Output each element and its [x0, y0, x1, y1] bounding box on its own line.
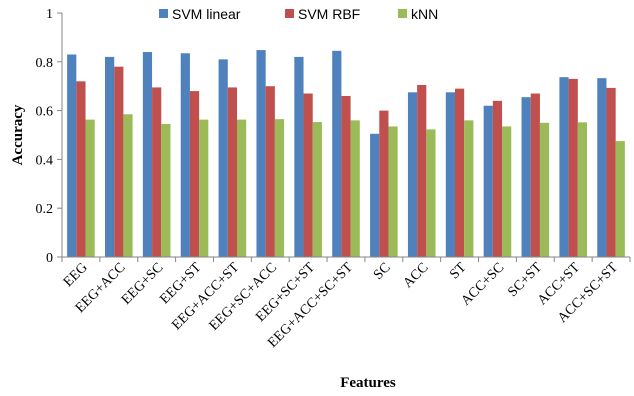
- bar: [350, 120, 360, 257]
- bar: [265, 86, 275, 257]
- y-tick-label: 0.8: [36, 56, 54, 71]
- bar: [606, 87, 616, 257]
- bar: [597, 78, 607, 258]
- x-tick-label: ST: [447, 260, 469, 282]
- legend: SVM linear SVM RBF kNN: [159, 6, 438, 22]
- bar: [237, 119, 247, 257]
- bar: [407, 92, 418, 257]
- bar: [105, 56, 115, 257]
- bar: [539, 122, 550, 257]
- bar: [417, 84, 427, 257]
- x-axis-title: Features: [340, 375, 396, 391]
- bar: [455, 88, 465, 257]
- x-tick-label: ACC: [401, 260, 432, 291]
- bar: [85, 119, 95, 257]
- x-tick-label: EEG+SC+ACC: [207, 260, 280, 333]
- x-axis: EEGEEG+ACCEEG+SCEEG+STEEG+ACC+STEEG+SC+A…: [61, 256, 631, 351]
- bar: [426, 129, 436, 257]
- legend-swatch: [398, 9, 407, 18]
- legend-label: SVM RBF: [298, 6, 360, 22]
- y-tick-label: 0: [46, 251, 53, 266]
- bar: [568, 78, 578, 257]
- bar: [370, 133, 380, 257]
- bar: [559, 77, 569, 257]
- legend-label: kNN: [411, 6, 438, 22]
- legend-swatch: [285, 9, 294, 18]
- bar: [161, 124, 171, 258]
- bar: [502, 126, 512, 258]
- bar: [303, 93, 313, 258]
- bar: [123, 114, 133, 257]
- legend-label: SVM linear: [172, 6, 241, 22]
- bar: [492, 100, 503, 257]
- y-tick-label: 0.4: [36, 153, 54, 168]
- x-tick-label: SC: [371, 260, 394, 283]
- bar: [227, 87, 237, 257]
- bar: [312, 122, 322, 257]
- bar: [67, 54, 77, 258]
- bar: [577, 122, 587, 257]
- bar: [388, 126, 398, 258]
- bar: [341, 95, 351, 258]
- bar: [615, 141, 625, 257]
- bar: [332, 50, 342, 257]
- legend-swatch: [159, 9, 168, 18]
- bar: [274, 119, 285, 257]
- x-tick-label: EEG+SC: [119, 260, 167, 308]
- bar: [521, 97, 531, 258]
- bar: [445, 92, 455, 257]
- bar: [152, 87, 162, 257]
- x-tick-label: EEG: [61, 260, 91, 290]
- bar: [483, 105, 493, 257]
- y-tick-label: 0.6: [36, 105, 54, 120]
- bar: [114, 66, 124, 258]
- bar: [379, 110, 389, 257]
- bar: [76, 81, 86, 257]
- y-tick-label: 0.2: [36, 202, 54, 217]
- bar: [142, 52, 153, 257]
- x-tick-label: EEG+ACC+ST: [169, 260, 242, 333]
- y-tick-label: 1: [46, 7, 53, 22]
- bar: [180, 53, 190, 258]
- bar: [218, 59, 228, 257]
- bar: [464, 120, 474, 257]
- bar: [294, 56, 304, 257]
- bar: [189, 91, 200, 257]
- bar: [199, 119, 209, 257]
- y-axis-title: Accuracy: [10, 104, 26, 165]
- bar: [530, 93, 540, 258]
- bars: [67, 50, 625, 258]
- y-axis: 0 0.2 0.4 0.6 0.8 1: [36, 7, 63, 266]
- bar: [256, 50, 266, 258]
